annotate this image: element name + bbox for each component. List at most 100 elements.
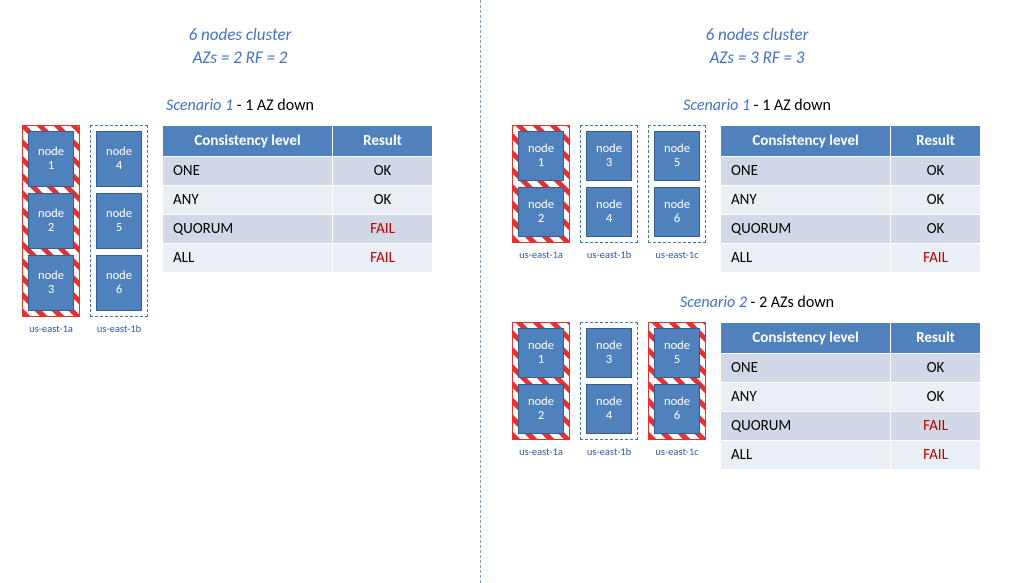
left-panel: 6 nodes cluster AZs = 2 RF = 2 Scenario … — [0, 0, 480, 335]
table-row: ALLFAIL — [721, 243, 981, 272]
table-row: QUORUMFAIL — [721, 411, 981, 440]
az-label: us-east-1c — [655, 248, 698, 261]
table-row: QUORUMOK — [721, 214, 981, 243]
availability-zone: node4 node5 node6 us-east-1b — [90, 125, 148, 335]
result-cell: OK — [891, 353, 981, 382]
consistency-level-cell: ALL — [163, 243, 333, 272]
cluster-node: node2 — [28, 193, 74, 249]
az-box-down: node1node2node3 — [22, 125, 80, 317]
cluster-node: node4 — [586, 384, 632, 434]
left-title-line2: AZs = 2 RF = 2 — [0, 47, 480, 70]
right-panel: 6 nodes cluster AZs = 3 RF = 3 Scenario … — [490, 0, 1024, 470]
right-scenario2-rest: - 2 AZs down — [747, 293, 834, 312]
right-scenario1-row: node1node2us-east-1anode3node4us-east-1b… — [490, 125, 1024, 273]
consistency-level-cell: ALL — [721, 243, 891, 272]
left-scenario1-az-row: node1node2node3us-east-1anode4node5node6… — [0, 125, 148, 335]
right-title-line2: AZs = 3 RF = 3 — [490, 47, 1024, 70]
right-scenario1-az-row: node1node2us-east-1anode3node4us-east-1b… — [490, 125, 706, 261]
az-label: us-east-1a — [29, 322, 73, 335]
right-scenario1-title: Scenario 1 - 1 AZ down — [490, 96, 1024, 115]
cluster-node: node1 — [28, 131, 74, 187]
cluster-node: node5 — [654, 131, 700, 181]
result-cell: OK — [333, 156, 433, 185]
table-row: ONEOK — [163, 156, 433, 185]
table-header-level: Consistency level — [721, 125, 891, 156]
consistency-level-cell: ANY — [163, 185, 333, 214]
result-cell: OK — [333, 185, 433, 214]
right-scenario2-az-row: node1node2us-east-1anode3node4us-east-1b… — [490, 322, 706, 458]
cluster-node: node5 — [654, 328, 700, 378]
cluster-node: node1 — [518, 328, 564, 378]
left-scenario1-row: node1node2node3us-east-1anode4node5node6… — [0, 125, 480, 335]
az-box-up: node5 node6 — [648, 125, 706, 243]
left-scenario1-label: Scenario 1 — [166, 96, 233, 115]
table-row: ONEOK — [721, 353, 981, 382]
az-box-down: node5 node6 — [648, 322, 706, 440]
left-scenario1-rest: - 1 AZ down — [233, 96, 314, 115]
availability-zone: node1 node2 us-east-1a — [512, 322, 570, 458]
consistency-level-cell: ONE — [721, 156, 891, 185]
cluster-node: node4 — [96, 131, 142, 187]
cluster-node: node5 — [96, 193, 142, 249]
consistency-level-cell: ONE — [163, 156, 333, 185]
left-title-line1: 6 nodes cluster — [0, 24, 480, 47]
cluster-node: node3 — [586, 328, 632, 378]
cluster-node: node2 — [518, 187, 564, 237]
cluster-node: node6 — [96, 255, 142, 311]
result-cell: FAIL — [891, 440, 981, 469]
cluster-node: node6 — [654, 187, 700, 237]
table-header-result: Result — [891, 322, 981, 353]
right-scenario2-label: Scenario 2 — [680, 293, 747, 312]
az-label: us-east-1a — [519, 445, 563, 458]
consistency-level-cell: QUORUM — [721, 214, 891, 243]
table-header-level: Consistency level — [721, 322, 891, 353]
table-header-result: Result — [333, 125, 433, 156]
left-cluster-title: 6 nodes cluster AZs = 2 RF = 2 — [0, 24, 480, 70]
az-box-up: node3 node4 — [580, 125, 638, 243]
cluster-node: node4 — [586, 187, 632, 237]
az-box-down: node1 node2 — [512, 322, 570, 440]
table-row: ALLFAIL — [163, 243, 433, 272]
table-header-level: Consistency level — [163, 125, 333, 156]
az-label: us-east-1b — [97, 322, 141, 335]
result-cell: OK — [891, 185, 981, 214]
az-label: us-east-1a — [519, 248, 563, 261]
consistency-level-cell: ONE — [721, 353, 891, 382]
availability-zone: node3node4us-east-1b — [580, 322, 638, 458]
panel-divider — [480, 0, 481, 583]
table-header-result: Result — [891, 125, 981, 156]
az-box-up: node3 node4 — [580, 322, 638, 440]
az-label: us-east-1c — [655, 445, 698, 458]
consistency-level-cell: ANY — [721, 382, 891, 411]
consistency-level-cell: QUORUM — [721, 411, 891, 440]
table-row: ANYOK — [721, 382, 981, 411]
availability-zone: node5 node6 us-east-1c — [648, 125, 706, 261]
availability-zone: node1node2node3us-east-1a — [22, 125, 80, 335]
result-cell: FAIL — [891, 243, 981, 272]
left-scenario1-title: Scenario 1 - 1 AZ down — [0, 96, 480, 115]
right-title-line1: 6 nodes cluster — [490, 24, 1024, 47]
right-scenario2-title: Scenario 2 - 2 AZs down — [490, 293, 1024, 312]
cluster-node: node2 — [518, 384, 564, 434]
right-scenario2-result-table: Consistency level Result ONEOKANYOKQUORU… — [720, 322, 981, 470]
right-scenario1-label: Scenario 1 — [683, 96, 750, 115]
consistency-level-cell: ANY — [721, 185, 891, 214]
right-cluster-title: 6 nodes cluster AZs = 3 RF = 3 — [490, 24, 1024, 70]
consistency-level-cell: QUORUM — [163, 214, 333, 243]
result-cell: OK — [891, 214, 981, 243]
right-scenario2-row: node1node2us-east-1anode3node4us-east-1b… — [490, 322, 1024, 470]
left-scenario1-result-table: Consistency level Result ONEOKANYOKQUORU… — [162, 125, 433, 273]
result-cell: OK — [891, 156, 981, 185]
table-row: ANYOK — [721, 185, 981, 214]
availability-zone: node5 node6 us-east-1c — [648, 322, 706, 458]
availability-zone: node1node2 us-east-1a — [512, 125, 570, 261]
az-box-down: node1node2 — [512, 125, 570, 243]
availability-zone: node3node4us-east-1b — [580, 125, 638, 261]
cluster-node: node6 — [654, 384, 700, 434]
table-row: ONEOK — [721, 156, 981, 185]
right-scenario1-result-table: Consistency level Result ONEOKANYOKQUORU… — [720, 125, 981, 273]
table-row: ANYOK — [163, 185, 433, 214]
cluster-node: node3 — [586, 131, 632, 181]
result-cell: OK — [891, 382, 981, 411]
consistency-level-cell: ALL — [721, 440, 891, 469]
